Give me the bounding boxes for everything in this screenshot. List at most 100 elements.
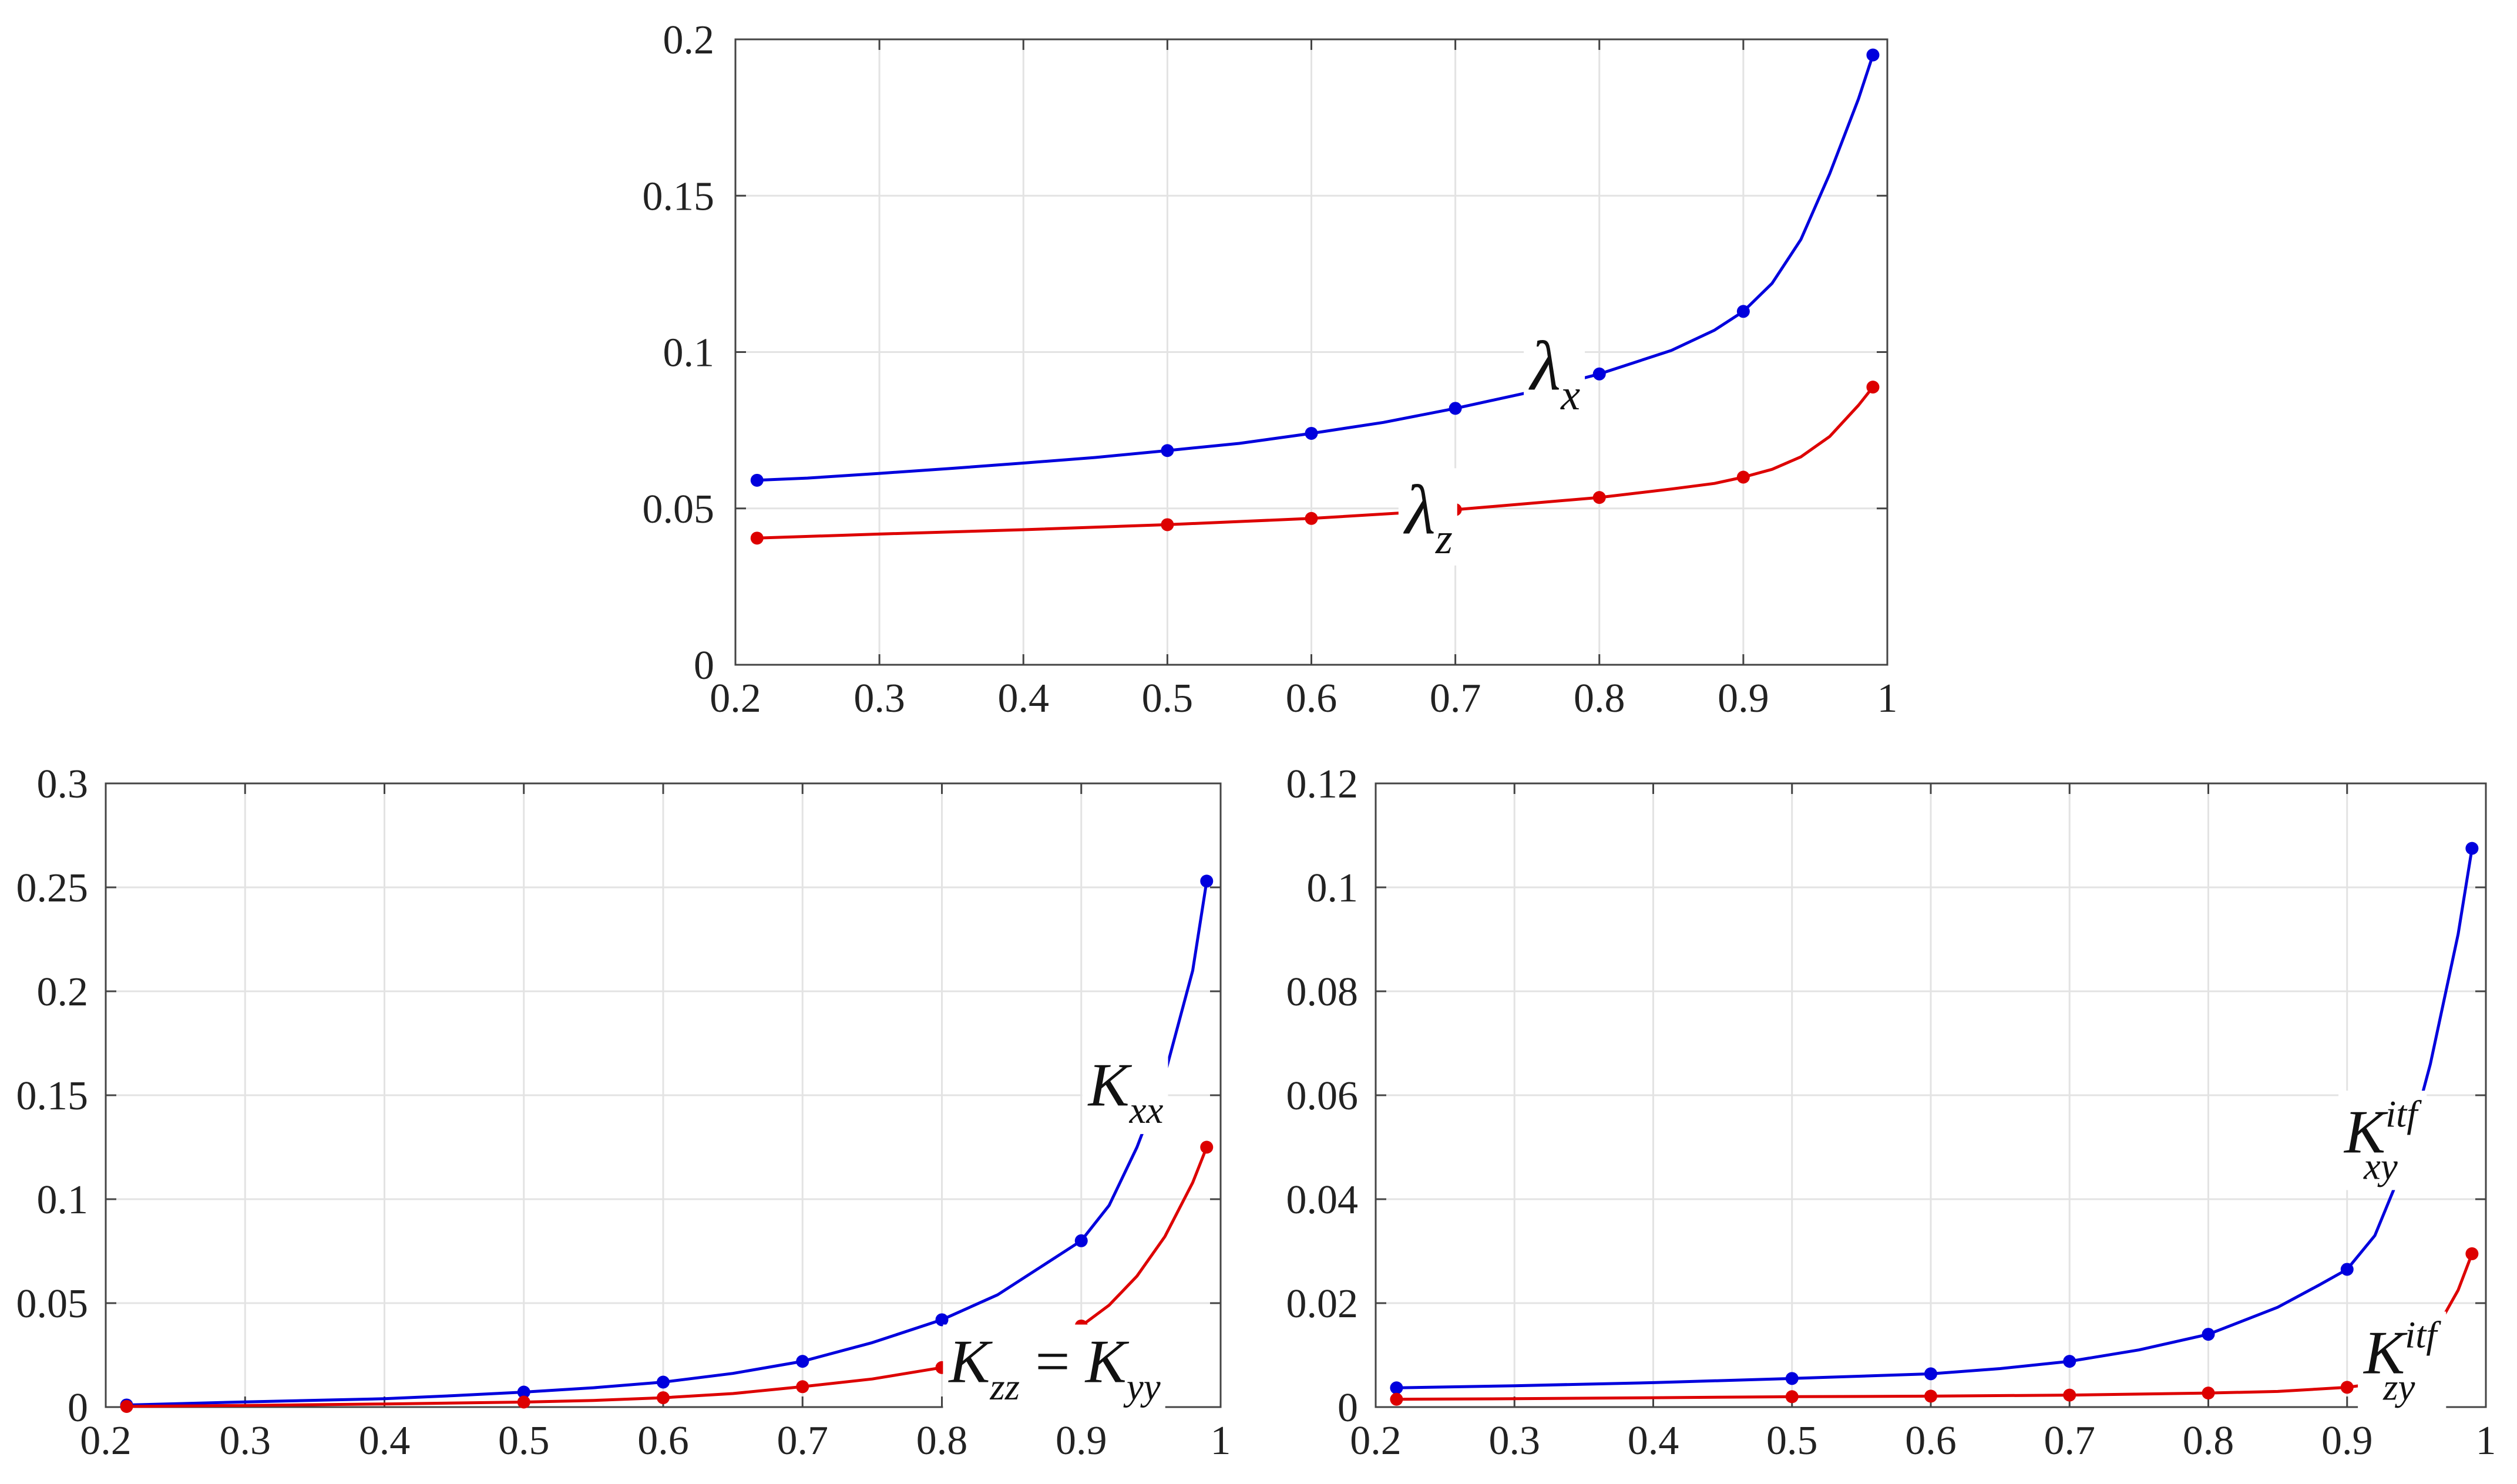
label-equals: = [1020, 1327, 1086, 1396]
series-label-lambda_x: λx [1528, 327, 1580, 419]
label-symbol: λ [1528, 327, 1561, 405]
label-subscript: xy [2363, 1146, 2398, 1188]
x-tick-label: 0.7 [2044, 1418, 2096, 1463]
x-tick-label: 0.4 [359, 1418, 411, 1463]
data-point-lambda_x [1161, 444, 1174, 457]
data-point-K_zy_itf [1785, 1390, 1799, 1404]
data-point-K_xx [657, 1375, 670, 1389]
series-label-lambda_z: λz [1403, 470, 1453, 563]
y-tick-label: 0.05 [16, 1281, 89, 1327]
data-point-K_zz [120, 1399, 133, 1413]
y-tick-label: 0.2 [37, 970, 89, 1015]
data-point-K_xx [1074, 1234, 1088, 1247]
x-tick-label: 0.9 [2321, 1418, 2373, 1463]
data-point-K_xx [517, 1385, 530, 1399]
series-line-lambda_z [757, 386, 1874, 540]
data-point-lambda_z [1305, 512, 1318, 525]
label-subscript: zz [989, 1366, 1020, 1408]
x-tick-label: 0.4 [998, 676, 1050, 721]
label-symbol: K [2343, 1097, 2388, 1166]
x-tick-label: 0.2 [710, 676, 761, 721]
label-symbol: K [2363, 1318, 2408, 1387]
x-tick-label: 0.4 [1628, 1418, 1679, 1463]
data-point-K_xx [1200, 874, 1214, 888]
data-point-K_zy_itf [2465, 1247, 2479, 1260]
x-tick-label: 0.9 [1718, 676, 1769, 721]
data-point-K_zy_itf [2340, 1381, 2354, 1394]
y-tick-label: 0.1 [37, 1177, 89, 1223]
data-point-lambda_x [750, 473, 764, 487]
chart-bottom-right: 0.2 0.3 0.4 0.5 0.6 0.7 0.8 0.9 1 0 0.02 0.04 0.06 0.… [1286, 762, 2496, 1463]
y-tick-label: 0.02 [1286, 1281, 1359, 1327]
series-label-background [943, 1324, 1165, 1411]
data-point-lambda_z [1161, 518, 1174, 531]
series-label-K_zy_itf: Kitf zy [2363, 1314, 2441, 1408]
series-label-background [1082, 1048, 1168, 1135]
x-tick-label: 0.3 [853, 676, 905, 721]
data-point-K_zy_itf [1924, 1389, 1937, 1403]
data-point-K_xy_itf [1785, 1372, 1799, 1385]
x-tick-label: 1 [2476, 1418, 2496, 1463]
x-tick-label: 1 [1877, 676, 1898, 721]
data-point-lambda_x [1736, 305, 1750, 318]
series-label-background [1524, 324, 1585, 422]
series-label-background [2338, 1091, 2427, 1190]
y-tick-label: 0.2 [663, 18, 715, 63]
y-tick-label: 0.05 [643, 487, 715, 532]
y-tick-label: 0.15 [643, 174, 715, 219]
data-point-lambda_z [1736, 470, 1750, 484]
y-tick-label: 0.1 [663, 331, 715, 376]
label-symbol: K [1087, 1051, 1133, 1119]
data-point-K_xy_itf [1390, 1381, 1403, 1395]
x-tick-label: 0.3 [220, 1418, 271, 1463]
data-point-lambda_z [1592, 491, 1606, 504]
label-subscript: z [1435, 515, 1453, 563]
label-symbol: K [947, 1327, 993, 1396]
label-subscript-2: yy [1123, 1366, 1161, 1408]
data-point-K_zz [1200, 1140, 1214, 1154]
x-tick-label: 0.8 [2183, 1418, 2234, 1463]
data-point-lambda_x [1866, 48, 1880, 62]
label-subscript: x [1560, 371, 1580, 419]
data-point-lambda_x [1592, 367, 1606, 381]
x-tick-label: 0.2 [80, 1418, 132, 1463]
chart-panels: 0.2 0.3 0.4 0.5 0.6 0.7 0.8 0.9 1 0 0.05 0.1 0.15 0.2… [16, 18, 2496, 1463]
chart-top: 0.2 0.3 0.4 0.5 0.6 0.7 0.8 0.9 1 0 0.05 0.1 0.15 0.2… [643, 18, 1898, 721]
y-tick-label: 0.08 [1286, 970, 1359, 1015]
data-point-K_xy_itf [2340, 1263, 2354, 1276]
data-point-K_xy_itf [1924, 1367, 1937, 1381]
x-tick-label: 0.3 [1489, 1418, 1541, 1463]
data-point-K_xx [935, 1313, 949, 1327]
y-tick-label: 0.25 [16, 866, 89, 911]
series-line-K_zz [126, 1146, 1208, 1408]
y-tick-label: 0.1 [1307, 866, 1359, 911]
data-point-lambda_x [1449, 402, 1462, 415]
x-tick-label: 0.5 [498, 1418, 550, 1463]
data-point-K_xy_itf [2465, 842, 2479, 855]
x-tick-label: 0.8 [916, 1418, 968, 1463]
data-point-lambda_x [1305, 426, 1318, 440]
data-point-K_zz [796, 1380, 809, 1394]
label-symbol: λ [1403, 470, 1436, 548]
data-point-K_zy_itf [2202, 1387, 2215, 1400]
chart-bottom-left: 0.2 0.3 0.4 0.5 0.6 0.7 0.8 0.9 1 0 0.05 0.1 0.15 0.2… [16, 762, 1231, 1463]
x-tick-label: 0.6 [637, 1418, 689, 1463]
label-superscript: itf [2385, 1093, 2422, 1135]
x-tick-label: 0.9 [1056, 1418, 1107, 1463]
data-point-K_zz [657, 1391, 670, 1405]
series-label-K_xy_itf: Kitf xy [2343, 1093, 2422, 1187]
x-tick-label: 1 [1211, 1418, 1231, 1463]
label-symbol-2: K [1084, 1327, 1130, 1396]
data-point-K_xy_itf [2063, 1355, 2076, 1368]
y-tick-label: 0.04 [1286, 1177, 1359, 1223]
y-tick-label: 0.12 [1286, 762, 1359, 807]
data-point-K_zy_itf [2063, 1388, 2076, 1402]
label-subscript: xx [1129, 1089, 1164, 1132]
series-label-background [1398, 468, 1457, 566]
series-label-K_xx: Kxx [1087, 1051, 1164, 1132]
data-point-K_xy_itf [2202, 1328, 2215, 1341]
data-point-lambda_z [1866, 381, 1880, 394]
data-point-K_zy_itf [1390, 1392, 1403, 1406]
